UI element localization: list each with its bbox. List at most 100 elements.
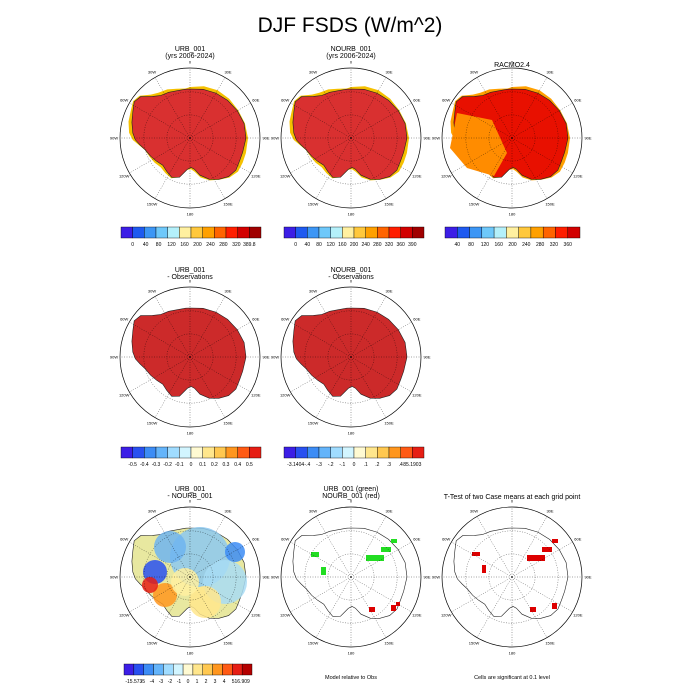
meridian-line [129, 321, 191, 358]
continent [292, 88, 408, 180]
colorbar-cell [179, 446, 192, 459]
colorbar-tick-label: 0 [131, 242, 134, 248]
colorbar-racmo: 40 80 120 160 200 240 280 320 360 [444, 226, 581, 248]
longitude-label: 60E [252, 537, 259, 542]
longitude-label: 60E [252, 317, 259, 322]
colorbar-cell [202, 226, 215, 239]
colorbar-cell [400, 446, 413, 459]
colorbar-nourb-obs: -3.1404 -.4 -.3 -.2 -.1 0 .1 .2 .3 .4 85.1903 [283, 446, 425, 468]
colorbar-tick-label: 280 [536, 242, 545, 248]
meridian-line [476, 576, 513, 638]
coast-band [450, 86, 570, 181]
map-boundary [441, 506, 583, 648]
longitude-label: 60W [442, 98, 450, 103]
colorbar-cell [190, 226, 203, 239]
longitude-label: 60E [413, 537, 420, 542]
colorbar-tick-label: -3.1404 [287, 462, 304, 468]
meridian-line [129, 102, 191, 139]
longitude-label: 30W [148, 289, 156, 294]
longitude-label: 120W [280, 393, 291, 398]
longitude-label: 30E [546, 70, 553, 75]
meridian-line [129, 356, 191, 393]
longitude-label: 30E [385, 70, 392, 75]
colorbar-tick-label: .1 [364, 462, 368, 468]
map-boundary [119, 67, 261, 209]
parallel-line [327, 114, 375, 162]
colorbar-tick-label: 320 [385, 242, 394, 248]
longitude-label: 120W [441, 613, 452, 618]
map-nourb: 0 30E 60E 90E 120E 150E 180 150W 120W 90W 60W 30W [271, 60, 431, 217]
continent [292, 307, 408, 399]
meridian-line [189, 356, 251, 393]
meridian-line [511, 541, 573, 578]
colorbar-tick-label: 280 [219, 242, 228, 248]
meridian-line [511, 137, 548, 199]
colorbar-tick-label: 0 [187, 679, 190, 685]
colorbar-cell [190, 446, 203, 459]
colorbar-tick-label: -0.4 [140, 462, 149, 468]
meridian-line [511, 576, 573, 613]
colorbar-cell [144, 226, 157, 239]
colorbar-tick-label: -1 [177, 679, 182, 685]
meridian-line [189, 356, 226, 418]
colorbar-cell [444, 226, 458, 239]
meridian-line [129, 576, 191, 613]
longitude-label: 150W [147, 640, 158, 645]
colorbar-tick-label: 389.8 [243, 242, 256, 248]
colorbar-tick-label: 3 [214, 679, 217, 685]
longitude-label: 30E [385, 289, 392, 294]
colorbar-cell [153, 663, 164, 676]
colorbar-cell [132, 226, 145, 239]
coast-band [289, 86, 409, 181]
continent [131, 527, 247, 619]
longitude-label: 120E [251, 393, 261, 398]
meridian-line [290, 137, 352, 174]
colorbar-cell [318, 226, 331, 239]
colorbar-tick-label: 320 [550, 242, 559, 248]
difference-region [225, 542, 245, 562]
meridian-line [189, 137, 251, 174]
colorbar-tick-label: 320 [232, 242, 241, 248]
colorbar-tick-label: -15.573 [125, 679, 142, 685]
longitude-label: 150W [469, 640, 480, 645]
nourb-significant-cell [369, 607, 375, 612]
urb-significant-cell [321, 567, 326, 575]
difference-region [142, 577, 158, 593]
colorbar-tick-label: 0.4 [234, 462, 241, 468]
colorbar-cell [412, 446, 425, 459]
map-boundary [280, 506, 422, 648]
longitude-label: 150W [147, 201, 158, 206]
longitude-label: 90E [262, 575, 269, 580]
parallel-line [327, 553, 375, 601]
panel-title-nourb: NOURB_001 (yrs 2006-2024) [266, 46, 436, 60]
colorbar-cell [155, 226, 168, 239]
colorbar-tick-label: 1 [196, 679, 199, 685]
nourb-significant-cell [391, 605, 396, 611]
colorbar-tick-label: -0.5 [128, 462, 137, 468]
colorbar-cell [330, 446, 343, 459]
meridian-line [476, 516, 513, 578]
colorbar-cell [506, 226, 519, 239]
parallel-line [304, 310, 398, 404]
longitude-label: 150E [223, 640, 233, 645]
colorbar-cell [133, 663, 144, 676]
meridian-line [154, 77, 191, 139]
colorbar-cell [132, 446, 145, 459]
meridian-line [511, 137, 573, 174]
meridian-line [315, 356, 352, 418]
meridian-line [350, 137, 412, 174]
parallel-line [465, 91, 559, 185]
longitude-label: 60W [281, 537, 289, 542]
longitude-label: 30W [309, 509, 317, 514]
colorbar-tick-label: -2 [168, 679, 173, 685]
longitude-label: 30E [224, 70, 231, 75]
colorbar-tick-label: 0.3 [223, 462, 230, 468]
difference-region [203, 560, 247, 604]
panel-title-model-obs: URB_001 (green) NOURB_001 (red) [266, 486, 436, 500]
longitude-label: 180 [348, 431, 355, 436]
colorbar-tick-label: 240 [206, 242, 215, 248]
colorbar-tick-label: 200 [193, 242, 202, 248]
footnote-model-obs: Model relative to Obs [325, 675, 377, 681]
meridian-line [451, 576, 513, 613]
significant-cell [552, 603, 557, 609]
